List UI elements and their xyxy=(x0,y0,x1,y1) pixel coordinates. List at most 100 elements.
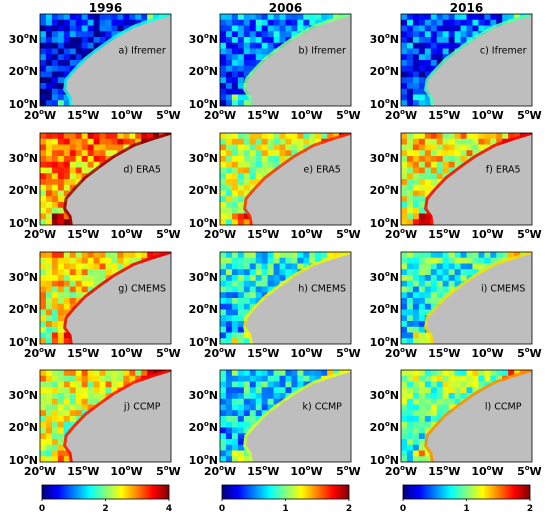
panel-label: i) CMEMS xyxy=(481,284,525,295)
panel-label: e) ERA5 xyxy=(304,165,341,176)
map-frame xyxy=(219,251,352,345)
x-tick-label: 5oW xyxy=(517,227,542,241)
y-tick-label: 20oN xyxy=(9,64,38,78)
x-tick-label: 10oW xyxy=(110,108,142,122)
x-tick-label: 15oW xyxy=(67,346,99,360)
map-frame xyxy=(39,251,172,345)
y-tick-label: 20oN xyxy=(370,302,399,316)
y-tick-label: 10oN xyxy=(370,453,399,467)
colorbar-tick-label: 1 xyxy=(463,504,469,514)
land-mask xyxy=(66,253,171,344)
field-pattern xyxy=(40,370,171,462)
panel-label: f) ERA5 xyxy=(486,165,521,176)
y-tick-label: 20oN xyxy=(9,302,38,316)
field-pattern xyxy=(401,370,532,462)
y-tick-label: 20oN xyxy=(370,64,399,78)
colorbar-tick-label: 1 xyxy=(282,504,288,514)
field-pattern xyxy=(220,252,351,344)
field-pattern xyxy=(40,252,171,344)
map-frame xyxy=(39,132,172,226)
land-mask xyxy=(246,371,351,462)
y-tick-label: 30oN xyxy=(370,32,399,46)
x-tick-label: 20oW xyxy=(385,227,417,241)
x-tick-label: 5oW xyxy=(336,346,361,360)
panel-label: d) ERA5 xyxy=(123,165,161,176)
y-tick-label: 10oN xyxy=(9,453,38,467)
y-tick-label: 30oN xyxy=(370,388,399,402)
field-pattern xyxy=(220,370,351,462)
map-frame xyxy=(39,369,172,463)
x-tick-label: 10oW xyxy=(471,464,503,478)
x-tick-label: 5oW xyxy=(156,227,181,241)
y-tick-label: 30oN xyxy=(370,151,399,165)
x-tick-label: 15oW xyxy=(247,464,279,478)
y-tick-label: 30oN xyxy=(189,32,218,46)
land-mask xyxy=(246,134,351,225)
field-pattern xyxy=(40,133,171,225)
colorbar-tick-label: 2 xyxy=(102,504,108,514)
y-tick-label: 30oN xyxy=(9,388,38,402)
panel-label: h) CMEMS xyxy=(298,284,346,295)
map-frame xyxy=(39,13,172,107)
colorbar: 0 1 2 xyxy=(400,484,533,514)
y-tick-label: 10oN xyxy=(370,335,399,349)
land-mask xyxy=(246,253,351,344)
y-tick-label: 20oN xyxy=(189,183,218,197)
x-tick-label: 15oW xyxy=(67,108,99,122)
colorbar: 0 1 2 xyxy=(219,484,352,514)
x-tick-label: 15oW xyxy=(428,227,460,241)
x-tick-label: 20oW xyxy=(204,346,236,360)
y-tick-label: 20oN xyxy=(189,64,218,78)
y-tick-label: 10oN xyxy=(189,216,218,230)
x-tick-label: 15oW xyxy=(247,346,279,360)
map-frame xyxy=(400,132,533,226)
y-tick-label: 20oN xyxy=(9,420,38,434)
y-tick-label: 20oN xyxy=(9,183,38,197)
panel-label: j) CCMP xyxy=(123,402,161,413)
field-pattern xyxy=(401,14,532,106)
y-tick-label: 10oN xyxy=(370,216,399,230)
x-tick-label: 20oW xyxy=(385,108,417,122)
x-tick-label: 20oW xyxy=(24,464,56,478)
x-tick-label: 10oW xyxy=(471,346,503,360)
panel-label: a) Ifremer xyxy=(119,46,166,57)
map-frame xyxy=(219,13,352,107)
land-mask xyxy=(427,253,532,344)
x-tick-label: 10oW xyxy=(290,108,322,122)
x-tick-label: 10oW xyxy=(471,108,503,122)
x-tick-label: 20oW xyxy=(204,227,236,241)
land-mask xyxy=(427,15,532,106)
panel-label: b) Ifremer xyxy=(298,46,346,57)
column-title-2006: 2006 xyxy=(269,1,302,15)
y-tick-label: 30oN xyxy=(189,151,218,165)
colorbar-tick-label: 0 xyxy=(219,504,225,514)
y-tick-label: 10oN xyxy=(370,97,399,111)
colorbar-tick-label: 0 xyxy=(39,504,45,514)
land-mask xyxy=(66,15,171,106)
x-tick-label: 15oW xyxy=(428,108,460,122)
colorbar: 0 2 4 xyxy=(39,484,172,514)
map-frame xyxy=(400,251,533,345)
x-tick-label: 10oW xyxy=(110,227,142,241)
land-mask xyxy=(427,134,532,225)
x-tick-label: 5oW xyxy=(336,227,361,241)
y-tick-label: 30oN xyxy=(189,388,218,402)
colorbar-tick-label: 2 xyxy=(527,504,533,514)
y-tick-label: 10oN xyxy=(9,97,38,111)
x-tick-label: 10oW xyxy=(110,464,142,478)
x-tick-label: 5oW xyxy=(336,464,361,478)
x-tick-label: 5oW xyxy=(156,464,181,478)
field-pattern xyxy=(401,133,532,225)
x-tick-label: 5oW xyxy=(517,346,542,360)
x-tick-label: 5oW xyxy=(156,108,181,122)
